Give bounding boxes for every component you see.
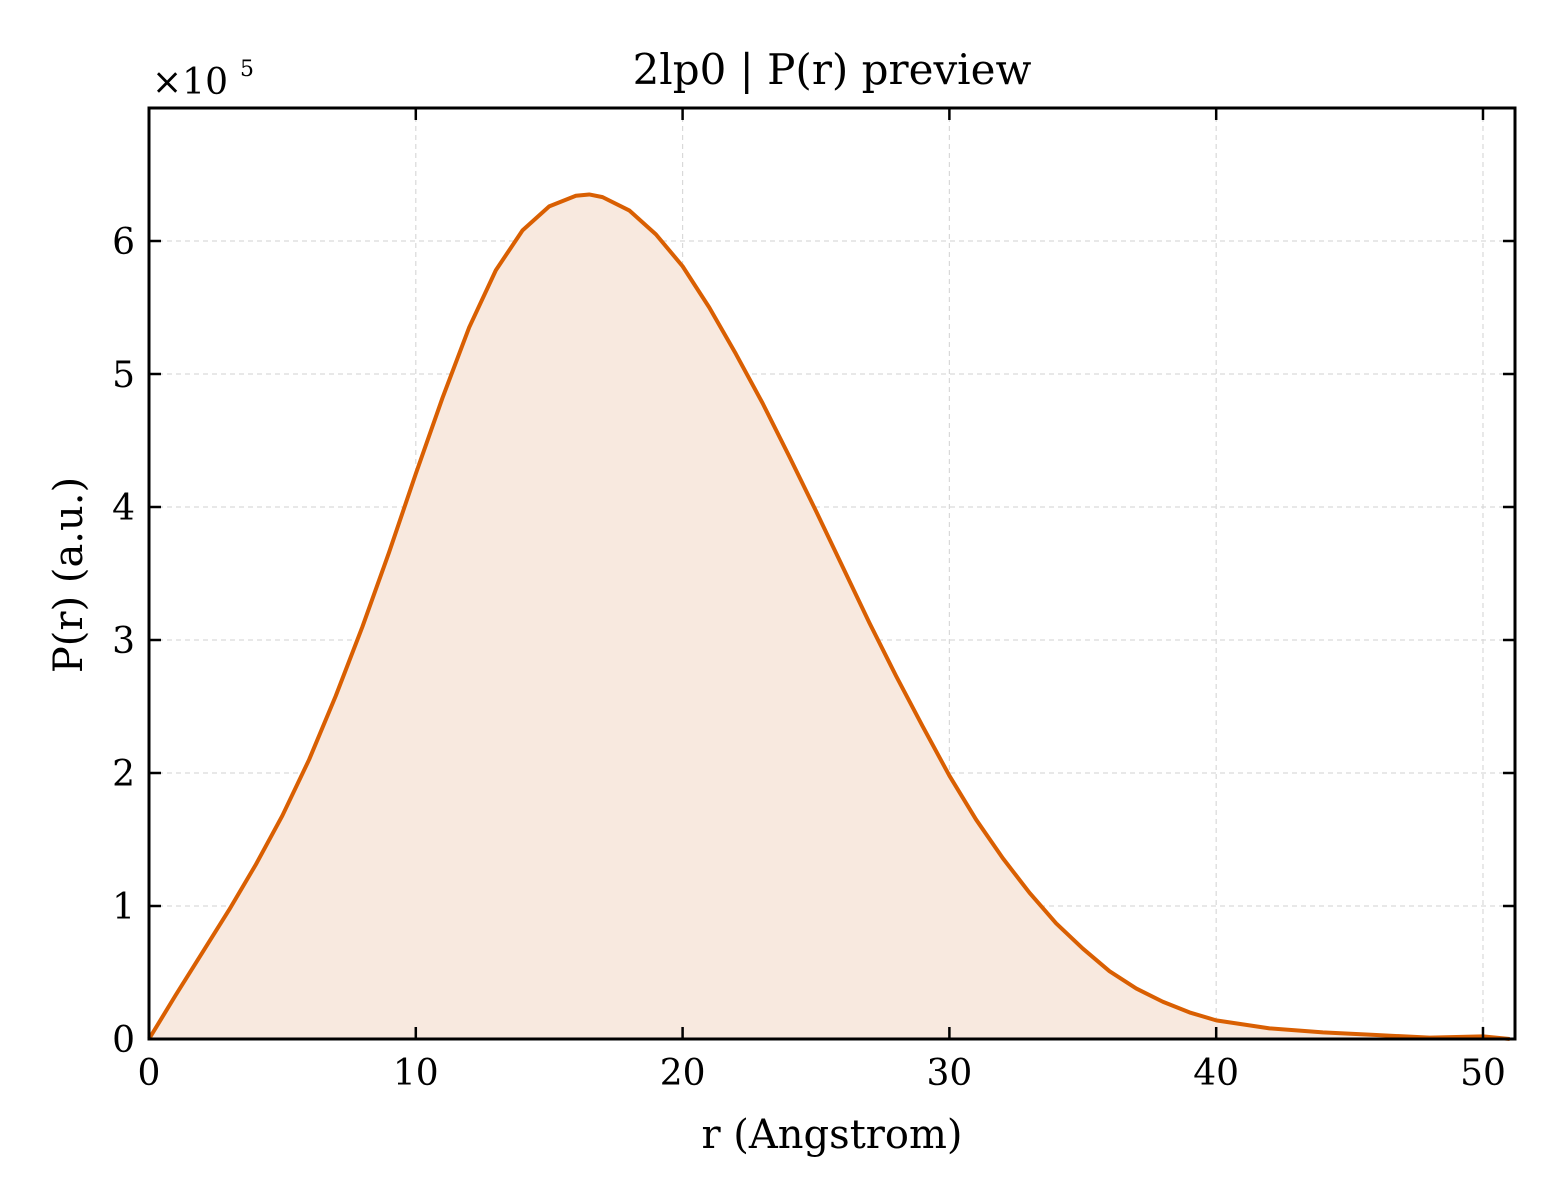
- y-tick-label: 0: [112, 1020, 135, 1061]
- x-tick-label: 30: [926, 1053, 972, 1094]
- x-tick-label: 40: [1193, 1053, 1239, 1094]
- y-tick-label: 4: [112, 488, 135, 529]
- x-tick-label: 20: [660, 1053, 706, 1094]
- y-multiplier: ×10 5: [152, 57, 254, 103]
- x-tick-label: 50: [1460, 1053, 1506, 1094]
- y-tick-label: 2: [112, 754, 135, 795]
- y-multiplier-label: ×10: [152, 62, 228, 103]
- area-fill: [149, 194, 1510, 1039]
- y-tick-label: 3: [112, 621, 135, 662]
- x-axis: 0 10 20 30 40 50: [138, 108, 1506, 1094]
- x-axis-label: r (Angstrom): [701, 1112, 962, 1158]
- x-tick-label: 0: [138, 1053, 161, 1094]
- x-tick-label: 10: [393, 1053, 439, 1094]
- series-line: [147, 192, 1510, 1041]
- y-tick-label: 6: [112, 222, 135, 263]
- y-tick-label: 5: [112, 355, 135, 396]
- chart-title: 2lp0 | P(r) preview: [633, 45, 1032, 94]
- y-axis-label: P(r) (a.u.): [46, 477, 92, 673]
- y-multiplier-exponent: 5: [240, 57, 254, 82]
- plot-frame: [147, 106, 1517, 1041]
- y-tick-label: 1: [112, 887, 135, 928]
- y-axis: 0 1 2 3 4 5 6: [112, 222, 1515, 1061]
